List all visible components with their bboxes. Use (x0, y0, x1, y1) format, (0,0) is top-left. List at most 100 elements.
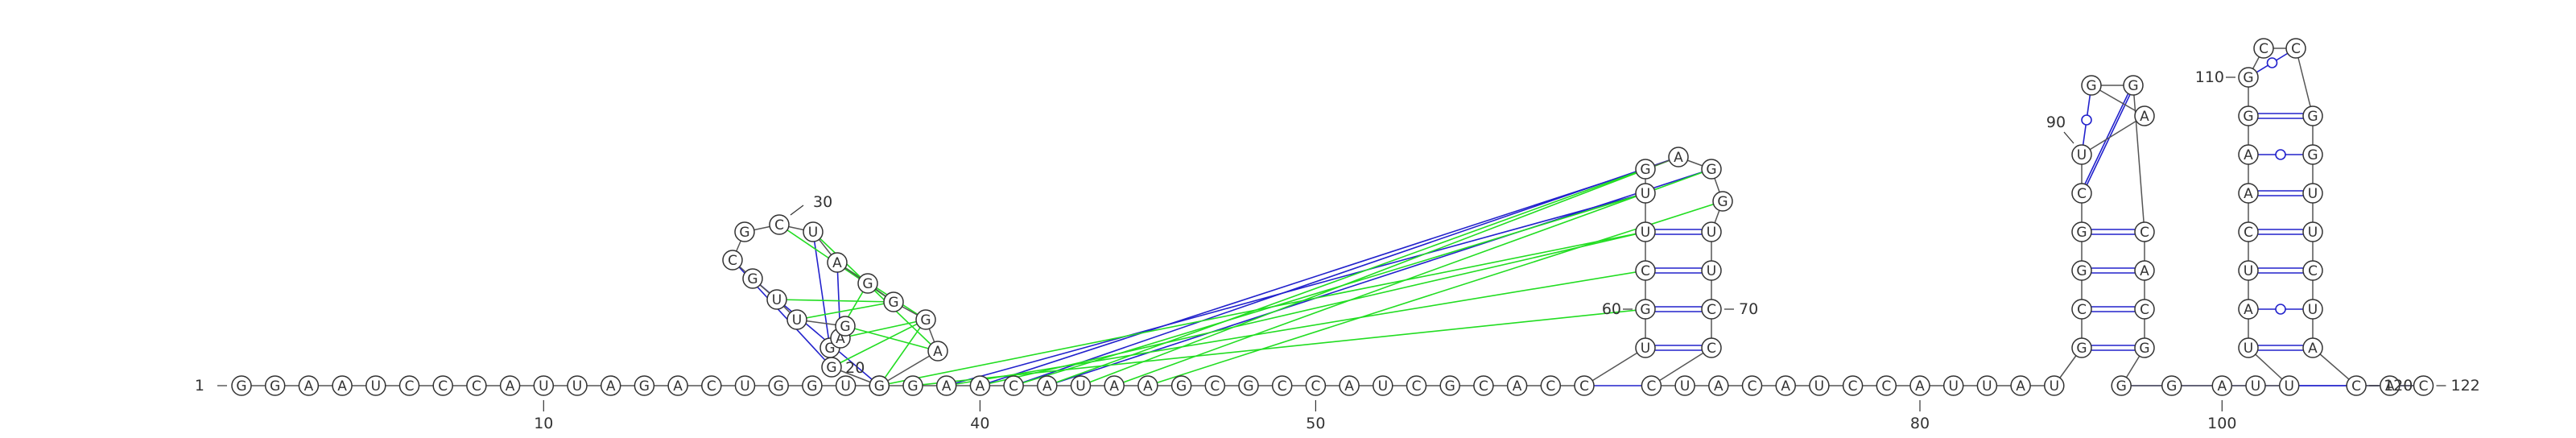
nucleotide-circle (768, 375, 789, 396)
nucleotide-circle (742, 268, 763, 289)
backbone-segment (1583, 347, 1646, 386)
nucleotide-circle (1473, 375, 1494, 396)
nucleotide: A (298, 375, 320, 396)
nucleotide-circle (2302, 105, 2323, 126)
nucleotide: G (2071, 337, 2092, 358)
nucleotide: A (827, 252, 848, 273)
nucleotide-circle (969, 375, 991, 396)
nucleotide-letter: A (2217, 378, 2227, 395)
nucleotide: U (1635, 221, 1656, 242)
nucleotide-letter: A (933, 344, 943, 360)
nucleotide-letter: U (1075, 378, 1085, 395)
nucleotide-circle (1137, 375, 1158, 396)
nucleotide-circle (2285, 38, 2306, 59)
nucleotide-letter: C (2351, 378, 2361, 395)
nucleotide-circle (1775, 375, 1796, 396)
nucleotide: C (2134, 299, 2155, 320)
nucleotide-letter: G (2243, 70, 2253, 86)
nucleotide: C (2134, 221, 2155, 242)
position-tick (790, 205, 804, 216)
nucleotide-circle (2238, 105, 2259, 126)
nucleotide: U (786, 309, 807, 330)
nucleotide: G (264, 375, 286, 396)
nucleotide: C (1641, 375, 1662, 396)
nucleotide-letter: C (438, 378, 448, 395)
nucleotide-letter: A (606, 378, 616, 395)
position-label: 60 (1602, 300, 1621, 318)
nucleotide-circle (1635, 299, 1656, 320)
nucleotide-letter: U (1378, 378, 1388, 395)
nucleotide: C (1635, 260, 1656, 281)
nucleotide-letter: A (506, 378, 515, 395)
nucleotide: C (1876, 375, 1897, 396)
nucleotide: A (969, 375, 991, 396)
nucleotide-circle (2380, 375, 2401, 396)
nucleotide-circle (1701, 221, 1722, 242)
nucleotide: C (1741, 375, 1763, 396)
nucleotide: U (1701, 221, 1722, 242)
nucleotide-circle (734, 221, 755, 242)
nucleotide: G (768, 375, 789, 396)
nucleotide: C (1204, 375, 1226, 396)
nucleotide-circle (869, 375, 890, 396)
nucleotide-letter: G (1640, 162, 1650, 178)
position-ticks (217, 76, 2446, 411)
nucleotide-letter: C (1579, 378, 1589, 395)
nucleotide-letter: U (772, 292, 782, 308)
nucleotide-letter: U (2308, 225, 2318, 241)
nucleotide-circle (1373, 375, 1393, 396)
nucleotide-circle (1635, 159, 1656, 180)
nucleotide: G (1701, 159, 1722, 180)
backbone-segment (878, 350, 939, 386)
position-label: 122 (2451, 377, 2480, 395)
nucleotide: A (1104, 375, 1125, 396)
nucleotide-circle (1406, 375, 1427, 396)
nucleotide-circle (1506, 375, 1528, 396)
nucleotide-circle (786, 309, 807, 330)
nucleotide-circle (1635, 183, 1656, 204)
position-label: 1 (195, 377, 204, 395)
nucleotide: A (1037, 375, 1058, 396)
nucleotide: G (869, 375, 890, 396)
nucleotide-circle (802, 375, 823, 396)
nucleotide: G (2238, 105, 2259, 126)
nucleotide-circle (857, 273, 878, 294)
nucleotide-circle (1701, 337, 1722, 358)
nucleotide-letter: A (2016, 378, 2025, 395)
nucleotide: C (432, 375, 453, 396)
nucleotide-circle (1540, 375, 1562, 396)
nucleotide-circle (298, 375, 320, 396)
nucleotide-circle (634, 375, 655, 396)
nucleotide-circle (902, 375, 923, 396)
nucleotide-circle (1712, 191, 1733, 212)
nucleotide-circle (1070, 375, 1092, 396)
nucleotide: G (742, 268, 763, 289)
nucleotide: U (1942, 375, 1964, 396)
nucleotide-circle (722, 250, 743, 271)
nucleotide: G (1635, 159, 1656, 180)
nucleotide-letter: U (1814, 378, 1824, 395)
nucleotide-letter: G (2243, 109, 2253, 125)
tertiary-interaction-line (831, 319, 927, 368)
position-label: 10 (534, 415, 553, 432)
nucleotide: G (2071, 260, 2092, 281)
nucleotide: A (1775, 375, 1796, 396)
position-label: 100 (2207, 415, 2236, 432)
nucleotide: A (2134, 105, 2155, 126)
nucleotide: A (2211, 375, 2233, 396)
nucleotide-circle (1976, 375, 1998, 396)
nucleotide: C (1574, 375, 1595, 396)
nucleotide-letter: A (2308, 341, 2318, 357)
nucleotide: A (1909, 375, 1930, 396)
nucleotide-letter: G (888, 295, 898, 311)
nucleotide-circle (2071, 260, 2092, 281)
nucleotide-letter: G (774, 378, 784, 395)
nucleotide-letter: G (2166, 378, 2177, 395)
position-label: 30 (813, 193, 832, 211)
nucleotide-circle (1708, 375, 1729, 396)
nucleotide: G (902, 375, 923, 396)
nucleotide-letter: G (2116, 378, 2127, 395)
nucleotide: G (1712, 191, 1733, 212)
nucleotide-circle (1701, 159, 1722, 180)
nucleotide-circle (2071, 337, 2092, 358)
